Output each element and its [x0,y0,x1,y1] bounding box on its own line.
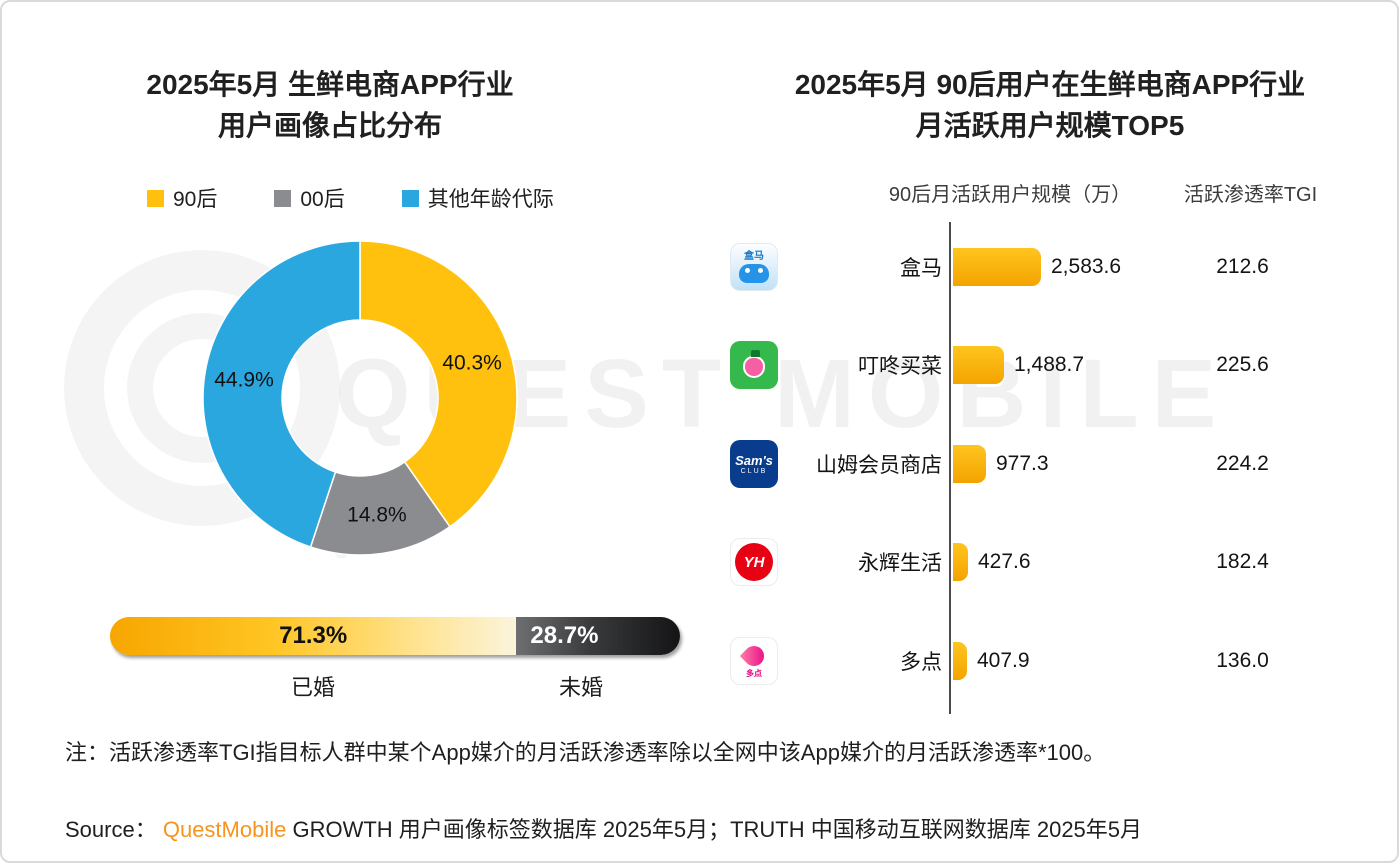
app-name: 山姆会员商店 [816,454,942,477]
footnote: 注：活跃渗透率TGI指目标人群中某个App媒介的月活跃渗透率除以全网中该App媒… [65,740,1106,765]
source-label: Source： [65,817,157,842]
duodian-app-icon: 多点 [730,637,778,685]
mau-bar [953,642,967,680]
tgi-value: 212.6 [1216,255,1269,278]
dingdong-app-icon [730,341,778,389]
yonghui-icon-text: YH [735,543,773,581]
legend-item-00s: 00后 [274,183,345,213]
app-row-duodian: 多点 多点 407.9 136.0 [730,637,1375,685]
sams-icon-subtext: CLUB [740,468,768,475]
hema-hippo-icon [739,264,769,283]
app-name: 永辉生活 [858,552,942,575]
legend-swatch-00s [274,189,292,207]
right-chart-title-line1: 2025年5月 90后用户在生鲜电商APP行业 [794,69,1306,100]
legend-label-90s: 90后 [173,188,218,211]
donut-legend: 90后 00后 其他年龄代际 [147,183,554,213]
left-chart-title-line1: 2025年5月 生鲜电商APP行业 [146,69,514,100]
hema-icon-text: 盒马 [744,251,764,262]
unmarried-segment: 28.7% [516,617,680,655]
donut-slice-label: 14.8% [347,503,407,526]
source-line: Source： QuestMobile GROWTH 用户画像标签数据库 202… [65,812,1142,844]
donut-chart: 40.3% 14.8% 44.9% [185,223,535,578]
marital-status-bar: 71.3% 28.7% [110,617,680,655]
app-row-yonghui: YH 永辉生活 427.6 182.4 [730,538,1375,586]
mau-value: 2,583.6 [1051,255,1122,278]
left-chart-title-line2: 用户画像占比分布 [217,110,442,141]
legend-item-90s: 90后 [147,183,217,213]
donut-slice [202,240,361,548]
droplet-icon [739,641,769,671]
bar-chart-axis-line [949,222,951,714]
mau-value: 977.3 [996,452,1049,475]
hema-app-icon: 盒马 [730,243,778,291]
mau-bar [953,346,1004,384]
tgi-value: 225.6 [1216,353,1269,376]
legend-label-other-ages: 其他年龄代际 [427,188,554,211]
married-category-label: 已婚 [290,675,335,700]
left-chart-title: 2025年5月 生鲜电商APP行业 用户画像占比分布 [90,64,570,146]
mau-value: 427.6 [978,550,1031,573]
legend-label-00s: 00后 [300,188,345,211]
tgi-value: 182.4 [1216,550,1269,573]
app-name: 多点 [900,651,942,674]
source-brand: QuestMobile [162,817,287,842]
mau-bar [953,445,986,483]
donut-slice [359,240,518,528]
mau-bar [953,543,968,581]
app-row-dingdong: 叮咚买菜 1,488.7 225.6 [730,341,1375,389]
mau-bar [953,248,1041,286]
duodian-icon-text: 多点 [746,669,762,678]
mau-value: 1,488.7 [1014,353,1085,376]
sams-club-app-icon: Sam's CLUB [730,440,778,488]
right-chart-title-line2: 月活跃用户规模TOP5 [915,110,1185,141]
app-name: 叮咚买菜 [858,355,942,378]
right-chart-title: 2025年5月 90后用户在生鲜电商APP行业 月活跃用户规模TOP5 [752,64,1348,146]
donut-slice-label: 44.9% [214,368,274,391]
unmarried-category-label: 未婚 [558,675,603,700]
married-percent-label: 71.3% [279,622,348,649]
married-segment: 71.3% [110,617,517,655]
yonghui-app-icon: YH [730,538,778,586]
tgi-value: 136.0 [1216,649,1269,672]
legend-swatch-90s [147,189,164,207]
sams-icon-text: Sam's [735,453,773,468]
app-row-sams-club: Sam's CLUB 山姆会员商店 977.3 224.2 [730,440,1375,488]
donut-slice-label: 40.3% [442,352,502,375]
tgi-header: 活跃渗透率TGI [1183,184,1318,206]
tgi-value: 224.2 [1216,452,1269,475]
mau-value: 407.9 [977,649,1030,672]
legend-item-other-ages: 其他年龄代际 [401,183,554,213]
source-text: GROWTH 用户画像标签数据库 2025年5月；TRUTH 中国移动互联网数据… [292,817,1143,842]
strawberry-icon [743,350,765,378]
unmarried-percent-label: 28.7% [530,622,599,649]
app-name: 盒马 [900,257,942,280]
app-row-hema: 盒马 盒马 2,583.6 212.6 [730,243,1375,291]
mau-scale-header: 90后月活跃用户规模（万） [888,184,1132,206]
legend-swatch-other-ages [401,189,419,207]
